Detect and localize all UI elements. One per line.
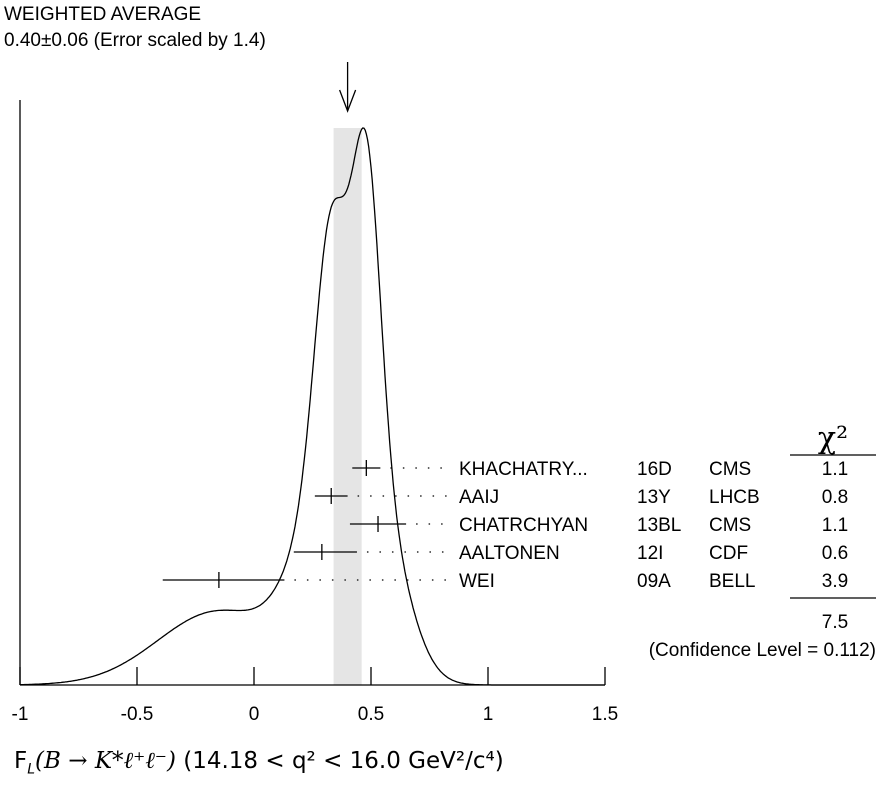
ideogram-curve: [20, 127, 605, 686]
measurement-chi2: 1.1: [822, 459, 848, 480]
measurement-chi2: 1.1: [822, 515, 848, 536]
measurement-year: 16D: [637, 459, 672, 480]
x-tick-label: 1: [483, 704, 494, 725]
measurement-author: AAIJ: [459, 487, 499, 508]
x-label-lhs-sub: L: [27, 761, 36, 778]
ideogram-chart: KHACHATRY... 16D CMS 1.1 AAIJ 13Y LHCB 0.8 CHATR…: [12, 62, 876, 725]
measurement-experiment: CMS: [709, 459, 751, 480]
chart-title: WEIGHTED AVERAGE: [4, 4, 202, 25]
chi2-header: χ²: [818, 421, 848, 456]
chi2-total: 7.5: [822, 612, 848, 633]
measurement-year: 09A: [637, 571, 671, 592]
x-tick-label: 0: [249, 704, 260, 725]
x-label-range: (14.18 < q² < 16.0 GeV²/c⁴): [183, 748, 504, 774]
measurement-author: WEI: [459, 571, 495, 592]
measurement-experiment: BELL: [709, 571, 755, 592]
measurement-chi2: 0.8: [822, 487, 848, 508]
measurement-experiment: LHCB: [709, 487, 760, 508]
x-tick-label: -1: [12, 704, 29, 725]
average-arrow-head: [338, 89, 357, 113]
x-label-process: (B → K*ℓ⁺ℓ⁻): [35, 748, 176, 774]
weighted-average-value: 0.40±0.06 (Error scaled by 1.4): [4, 30, 266, 51]
measurement-author: CHATRCHYAN: [459, 515, 588, 536]
measurement-year: 13Y: [637, 487, 671, 508]
x-tick-label: 1.5: [592, 704, 618, 725]
measurement-chi2: 0.6: [822, 543, 848, 564]
measurement-year: 12I: [637, 543, 663, 564]
measurement-experiment: CDF: [709, 543, 748, 564]
measurement-author: AALTONEN: [459, 543, 560, 564]
average-band: [333, 128, 362, 685]
x-tick-label: -0.5: [121, 704, 154, 725]
x-label-lhs: F: [14, 748, 28, 774]
x-tick-label: 0.5: [358, 704, 384, 725]
x-axis-label: FL(B → K*ℓ⁺ℓ⁻) (14.18 < q² < 16.0 GeV²/c…: [14, 748, 504, 778]
confidence-level: (Confidence Level = 0.112): [649, 640, 876, 661]
measurement-year: 13BL: [637, 515, 681, 536]
measurement-author: KHACHATRY...: [459, 459, 588, 480]
measurement-chi2: 3.9: [822, 571, 848, 592]
measurement-experiment: CMS: [709, 515, 751, 536]
